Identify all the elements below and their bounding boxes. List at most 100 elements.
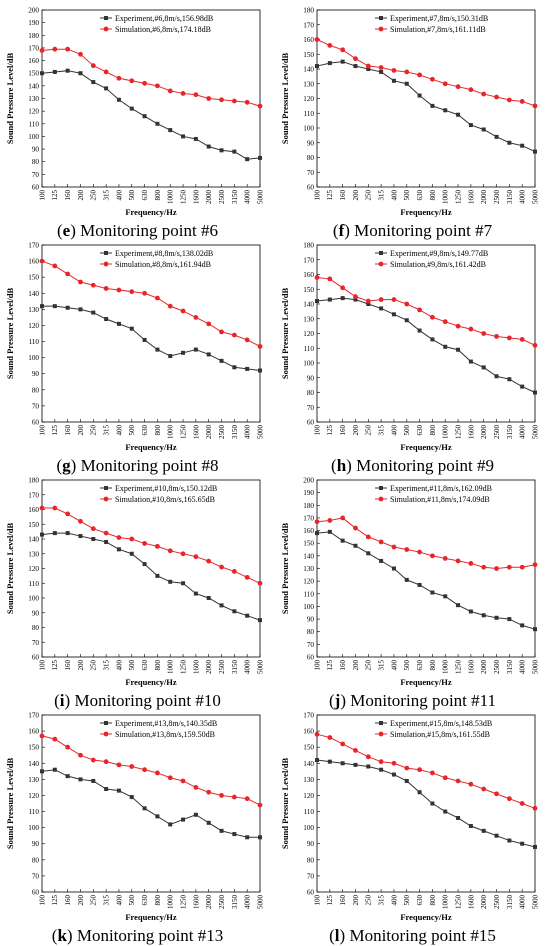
simulation-point (39, 733, 45, 739)
simulation-point (340, 47, 346, 53)
y-tick-label: 120 (303, 792, 314, 800)
panel-caption: (e) Monitoring point #6 (0, 221, 275, 241)
x-tick-label: 400 (390, 425, 398, 436)
legend-label: Simulation,#11,8m/s,174.09dB (390, 495, 490, 504)
caption-text: Monitoring point #9 (356, 456, 494, 475)
experiment-line (316, 61, 536, 153)
x-tick-label: 1000 (167, 660, 175, 675)
simulation-point (257, 580, 263, 586)
x-tick-label: 2000 (205, 425, 213, 440)
simulation-point (180, 91, 186, 96)
x-tick-label: 160 (339, 425, 347, 436)
experiment-point (481, 127, 486, 132)
y-tick-label: 140 (303, 66, 314, 74)
simulation-point (353, 56, 358, 62)
x-tick-label: 800 (154, 660, 162, 671)
x-tick-label: 630 (416, 190, 424, 201)
caption-letter: i (59, 691, 65, 710)
y-tick-label: 150 (28, 521, 39, 529)
simulation-point (532, 103, 538, 109)
panel-caption: (i) Monitoring point #10 (0, 691, 275, 711)
experiment-point (104, 539, 109, 544)
simulation-point (155, 83, 160, 89)
x-tick-label: 4000 (244, 190, 252, 205)
simulation-point (155, 770, 160, 776)
simulation-point (129, 289, 135, 295)
chart-panel: 60 70 80 90 100 110 120 130 140 150 160 170 100 125 16… (0, 705, 275, 946)
x-tick-label: 500 (128, 895, 136, 906)
experiment-point (353, 64, 358, 69)
x-tick-label: 160 (339, 190, 347, 201)
x-tick-label: 5000 (531, 190, 539, 205)
simulation-point (417, 72, 422, 78)
simulation-point (206, 96, 212, 101)
x-tick-label: 5000 (531, 895, 539, 910)
x-tick-label: 1250 (454, 425, 462, 440)
x-tick-label: 400 (115, 660, 123, 671)
simulation-point (378, 759, 384, 765)
simulation-point (506, 796, 512, 802)
experiment-point (404, 778, 409, 783)
simulation-point (532, 805, 538, 811)
experiment-point (232, 609, 237, 614)
line-chart: 60 70 80 90 100 110 120 130 140 150 160 170 180 100 12… (5, 477, 264, 688)
y-tick-label: 80 (32, 856, 40, 864)
y-tick-label: 170 (303, 514, 314, 522)
y-tick-label: 140 (303, 301, 314, 309)
experiment-point (193, 812, 198, 817)
x-tick-label: 1600 (192, 190, 200, 205)
simulation-point (327, 518, 333, 523)
experiment-point (155, 814, 160, 819)
x-tick-label: 500 (403, 660, 411, 671)
simulation-point (378, 65, 384, 70)
simulation-point (314, 275, 320, 280)
y-tick-label: 110 (28, 808, 39, 816)
experiment-line (41, 532, 261, 621)
y-tick-label: 100 (28, 354, 39, 362)
experiment-point (142, 114, 147, 119)
x-tick-label: 125 (51, 425, 59, 436)
x-tick-label: 200 (77, 895, 85, 906)
simulation-point (327, 43, 333, 48)
y-axis-label: Sound Pressure Level/dB (280, 288, 290, 380)
y-tick-label: 130 (303, 565, 314, 573)
x-tick-label: 2500 (218, 190, 226, 205)
simulation-point (468, 87, 474, 93)
caption-paren: ( (331, 456, 337, 475)
simulation-point (90, 282, 96, 288)
simulation-point (116, 535, 122, 540)
x-tick-label: 400 (390, 895, 398, 906)
legend-label: Simulation,#8,8m/s,161.94dB (115, 260, 211, 269)
experiment-point (353, 543, 358, 548)
simulation-point (206, 789, 212, 795)
experiment-point (181, 350, 186, 355)
simulation-point (129, 78, 135, 84)
caption-paren: ( (329, 926, 335, 945)
y-axis-label: Sound Pressure Level/dB (280, 53, 290, 145)
y-tick-label: 100 (303, 603, 314, 611)
legend-label: Experiment,#8,8m/s,138.02dB (115, 249, 213, 258)
y-tick-label: 160 (28, 57, 39, 65)
simulation-point (494, 334, 499, 339)
y-tick-label: 130 (303, 315, 314, 323)
y-axis-label: Sound Pressure Level/dB (5, 758, 15, 850)
x-tick-label: 500 (403, 425, 411, 436)
caption-paren: ) (70, 221, 81, 240)
experiment-line (42, 305, 261, 372)
x-tick-label: 4000 (519, 660, 527, 675)
simulation-point (39, 505, 45, 511)
simulation-point (314, 519, 320, 525)
simulation-point (455, 558, 461, 564)
x-tick-label: 5000 (256, 660, 264, 675)
experiment-point (129, 795, 134, 800)
experiment-point (104, 787, 109, 792)
caption-letter: k (57, 926, 67, 945)
simulation-point (167, 303, 173, 309)
experiment-point (181, 134, 186, 139)
y-axis-label: Sound Pressure Level/dB (5, 288, 15, 380)
simulation-point (103, 286, 109, 291)
simulation-point (65, 46, 71, 52)
y-tick-label: 70 (307, 872, 315, 880)
experiment-point (379, 767, 384, 772)
x-tick-label: 125 (326, 660, 334, 671)
